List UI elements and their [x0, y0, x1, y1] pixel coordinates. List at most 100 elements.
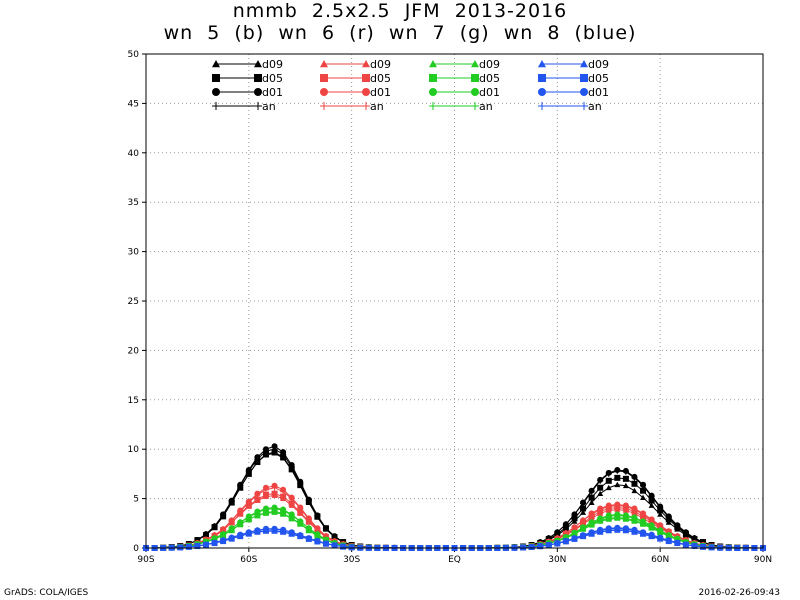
data-point — [588, 520, 595, 527]
legend-marker — [254, 60, 262, 68]
data-point — [648, 523, 655, 530]
legend-marker — [429, 74, 437, 82]
footer-right: 2016-02-26-09:43 — [698, 588, 781, 598]
data-point — [597, 527, 604, 534]
data-point — [297, 505, 304, 512]
data-point — [622, 503, 629, 510]
legend-marker — [212, 102, 220, 110]
data-point — [597, 506, 604, 513]
data-point — [682, 530, 689, 537]
legend-entry: d05 — [212, 72, 283, 85]
data-point — [665, 514, 672, 521]
data-point — [614, 467, 621, 474]
legend-label: d01 — [262, 86, 283, 99]
data-point — [631, 480, 638, 487]
data-point — [262, 491, 269, 498]
legend-marker — [580, 74, 588, 82]
legend-entry: d01 — [320, 86, 391, 99]
data-point — [288, 500, 295, 507]
x-tick-label: 90N — [754, 555, 772, 565]
data-point — [254, 491, 261, 498]
data-point — [348, 544, 355, 551]
legend-label: d01 — [588, 86, 609, 99]
data-point — [271, 505, 278, 512]
data-point — [554, 540, 561, 547]
data-point — [674, 539, 681, 546]
data-point — [605, 477, 612, 484]
footer-left: GrADS: COLA/IGES — [4, 588, 89, 598]
y-tick-label: 35 — [128, 198, 139, 208]
chart-title: nmmb 2.5x2.5 JFM 2013-2016 — [232, 0, 568, 22]
data-point — [648, 493, 655, 500]
data-point — [322, 540, 329, 547]
data-point — [614, 525, 621, 532]
legend-label: an — [370, 100, 384, 113]
x-tick-label: EQ — [448, 555, 461, 565]
legend-label: d05 — [370, 72, 391, 85]
x-tick-label: 30S — [343, 555, 360, 565]
legend-marker — [254, 74, 262, 82]
legend-label: an — [588, 100, 602, 113]
axes: 0 5 10 15 20 25 30 35 40 45 50 90S 60S 30S EQ 30N 60N 90N — [128, 50, 773, 565]
legend-label: d05 — [479, 72, 500, 85]
legend-marker — [212, 60, 220, 68]
data-point — [614, 502, 621, 509]
data-point — [245, 499, 252, 506]
legend-entry: d01 — [212, 86, 283, 99]
data-point — [228, 517, 235, 524]
legend-marker — [471, 60, 479, 68]
data-point — [245, 529, 252, 536]
data-point — [280, 488, 287, 495]
y-tick-label: 20 — [128, 346, 140, 356]
legend-marker — [580, 102, 588, 110]
data-point — [280, 507, 287, 514]
x-tick-label: 60N — [651, 555, 669, 565]
legend-entry: an — [212, 100, 276, 113]
data-point — [640, 482, 647, 489]
data-point — [622, 468, 629, 475]
data-point — [580, 525, 587, 532]
data-point — [254, 527, 261, 534]
data-point — [580, 509, 587, 515]
data-point — [262, 448, 269, 455]
data-point — [245, 514, 252, 521]
data-point — [220, 537, 227, 544]
data-point — [640, 519, 647, 526]
legend-entry: d05 — [429, 72, 500, 85]
data-point — [682, 541, 689, 548]
legend-label: d01 — [479, 86, 500, 99]
data-point — [297, 509, 304, 516]
data-point — [605, 484, 612, 491]
legend-marker — [471, 74, 479, 82]
data-point — [588, 511, 595, 518]
y-tick-label: 0 — [133, 544, 139, 554]
data-point — [228, 534, 235, 541]
data-point — [202, 541, 209, 548]
data-point — [640, 487, 647, 494]
data-point — [211, 523, 218, 530]
legend-marker — [212, 74, 220, 82]
legend-entry: d09 — [212, 58, 283, 71]
y-tick-label: 45 — [128, 99, 139, 109]
legend-entry: d09 — [538, 58, 609, 71]
data-point — [597, 516, 604, 523]
y-tick-label: 50 — [128, 50, 140, 60]
legend-marker — [538, 88, 546, 96]
data-point — [288, 495, 295, 502]
data-point — [605, 503, 612, 510]
data-point — [571, 511, 578, 518]
data-point — [631, 506, 638, 513]
x-tick-label: 60S — [240, 555, 257, 565]
legend-label: an — [262, 100, 276, 113]
data-point — [254, 456, 261, 463]
data-point — [597, 490, 604, 497]
legend-marker — [471, 88, 479, 96]
series-wn7-an — [143, 505, 766, 551]
data-point — [622, 482, 629, 489]
data-point — [202, 531, 209, 538]
data-point — [237, 531, 244, 538]
data-point — [271, 484, 278, 491]
data-point — [640, 494, 647, 501]
data-point — [297, 532, 304, 539]
y-tick-label: 40 — [128, 149, 140, 159]
